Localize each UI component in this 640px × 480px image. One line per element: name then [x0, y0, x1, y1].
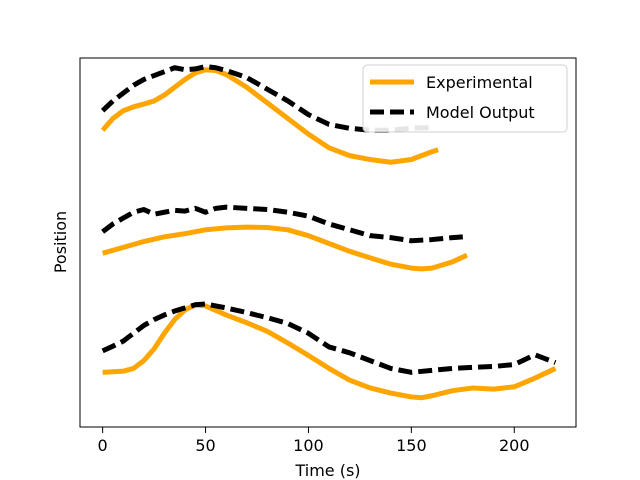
x-tick-label-50: 50 — [195, 436, 215, 455]
x-tick-label-200: 200 — [499, 436, 530, 455]
x-axis-label: Time (s) — [294, 461, 360, 480]
series-line-experimental-1 — [100, 67, 439, 165]
legend-label-model-output: Model Output — [426, 103, 535, 122]
series-line-experimental-3 — [102, 302, 557, 401]
series-line-model-output-2 — [101, 204, 463, 244]
x-tick-label-150: 150 — [396, 436, 427, 455]
x-axis: 0 50 100 150 200 — [98, 427, 530, 455]
series-line-model-output-3 — [101, 301, 557, 375]
x-tick-label-0: 0 — [98, 436, 108, 455]
x-tick-label-100: 100 — [293, 436, 324, 455]
legend-label-experimental: Experimental — [426, 73, 533, 92]
series-line-model-output-1 — [100, 64, 433, 133]
legend: Experimental Model Output — [362, 64, 568, 133]
series-line-experimental-2 — [101, 224, 468, 272]
series-layer — [100, 64, 557, 401]
y-axis-label: Position — [51, 211, 70, 273]
